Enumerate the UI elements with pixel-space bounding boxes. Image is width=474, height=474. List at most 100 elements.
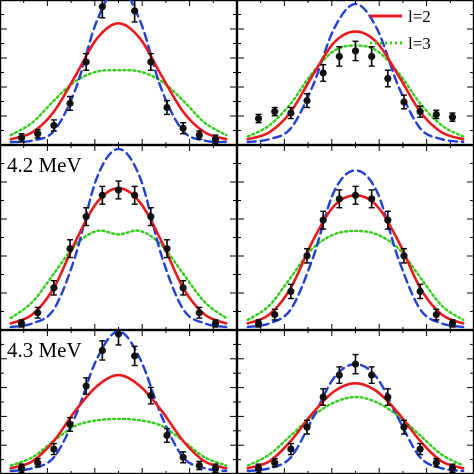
data-point [82, 58, 90, 66]
data-point [432, 110, 440, 118]
data-point [400, 423, 408, 431]
panel-middle-right [236, 144, 474, 331]
data-point [384, 216, 392, 224]
series-line-dashed [9, 147, 228, 329]
data-point [66, 99, 74, 107]
data-point [34, 459, 42, 467]
data-point [147, 392, 155, 400]
data-point [98, 3, 106, 11]
series-line-l2 [246, 381, 465, 470]
data-point [287, 287, 295, 295]
data-point [287, 109, 295, 117]
data-point [335, 52, 343, 61]
panel-bottom-left: 4.3 MeV [0, 329, 238, 474]
panel-top-right [236, 0, 474, 146]
legend: l=2 l=3 [370, 7, 431, 53]
data-point [98, 346, 106, 355]
data-point [416, 108, 424, 116]
data-point [50, 284, 58, 292]
data-point [335, 371, 343, 379]
panel-plot-area [9, 330, 228, 474]
data-point [147, 58, 155, 66]
data-point [432, 310, 440, 319]
series-line-l2 [9, 21, 228, 141]
data-point [195, 461, 203, 470]
data-point [179, 453, 187, 461]
series-line-l2 [9, 373, 228, 470]
data-point [131, 191, 139, 199]
data-point [211, 319, 220, 328]
data-point [351, 360, 360, 368]
series-line-l3 [9, 417, 228, 467]
data-point [147, 213, 155, 221]
series-line-l2 [9, 186, 228, 325]
data-point [211, 135, 220, 143]
data-point [368, 371, 376, 379]
data-point [82, 213, 90, 221]
data-point [303, 252, 311, 260]
data-point [303, 97, 311, 105]
data-point [384, 393, 392, 401]
data-point [195, 309, 203, 317]
data-point [351, 191, 360, 199]
panel-plot-area [246, 353, 465, 474]
panel-ticks [0, 0, 237, 145]
panel-ticks [237, 145, 474, 330]
data-point [303, 423, 311, 431]
data-point [448, 113, 457, 121]
data-point [271, 459, 279, 467]
series-line-l2 [246, 30, 465, 141]
data-point [400, 252, 408, 260]
series-line-dashed [246, 362, 465, 473]
data-point [319, 69, 327, 77]
data-point [82, 382, 90, 390]
data-point [195, 131, 203, 139]
data-point [131, 352, 139, 360]
legend-label-l2: l=2 [408, 7, 431, 26]
data-point [368, 52, 376, 61]
series-line-l3 [246, 395, 465, 467]
data-point [98, 191, 106, 199]
data-point [66, 245, 74, 253]
data-point [432, 459, 440, 467]
data-point [17, 464, 26, 472]
data-point [163, 431, 171, 439]
panel-energy-label: 4.3 MeV [7, 338, 82, 362]
data-point [416, 287, 424, 295]
data-point [335, 195, 343, 203]
data-point [179, 124, 187, 132]
data-point [271, 108, 279, 116]
data-point [211, 464, 220, 472]
data-point [34, 309, 42, 317]
panel-plot-area [9, 147, 228, 329]
data-point [179, 284, 187, 292]
data-point [319, 393, 327, 401]
panel-ticks [0, 330, 237, 474]
panel-ticks [237, 0, 474, 145]
data-point [34, 130, 42, 138]
panel-plot-area [9, 0, 228, 145]
data-point [400, 98, 408, 106]
data-point [448, 319, 457, 328]
data-point [254, 464, 263, 472]
data-point [50, 445, 58, 453]
data-point [17, 134, 26, 142]
panel-energy-label: 4.2 MeV [7, 153, 82, 177]
data-point [384, 74, 392, 83]
series-line-l3 [9, 229, 228, 320]
series-line-dashed [246, 169, 465, 329]
data-point [114, 330, 123, 338]
data-point [114, 186, 123, 194]
data-point [131, 7, 139, 15]
panel-plot-area [246, 2, 465, 144]
data-point [368, 195, 376, 203]
panel-middle-left: 4.2 MeV [0, 144, 238, 331]
series-line-l2 [246, 193, 465, 325]
data-point [416, 445, 424, 453]
data-point [319, 216, 327, 224]
panel-top-left [0, 0, 238, 146]
data-point [50, 121, 58, 130]
data-point [271, 310, 279, 319]
